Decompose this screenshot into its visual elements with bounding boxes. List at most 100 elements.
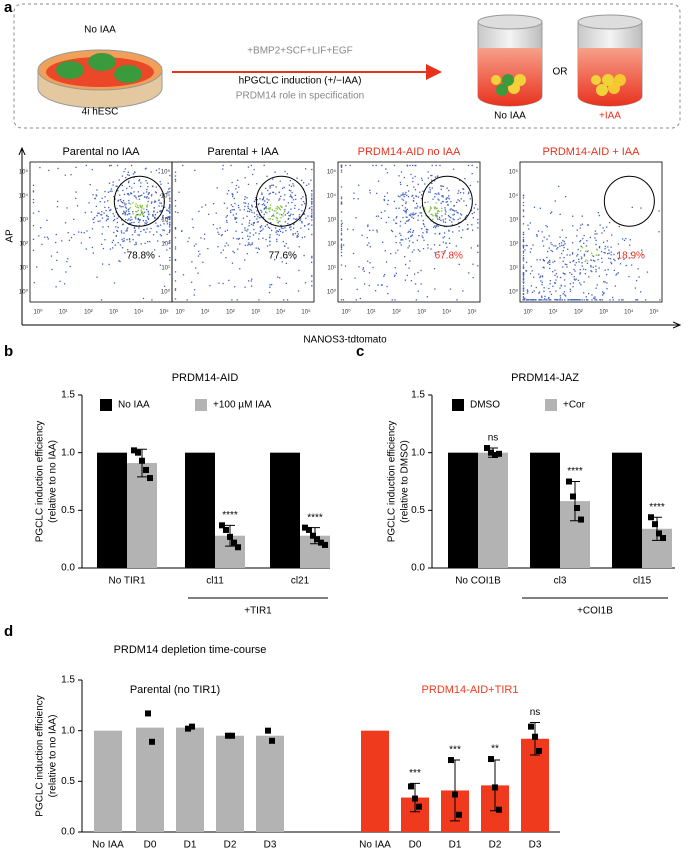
- flow-dot: [272, 184, 275, 186]
- flow-dot: [309, 207, 311, 209]
- flow-dot: [280, 206, 283, 208]
- flow-dot: [51, 268, 53, 271]
- flow-dot: [186, 299, 188, 301]
- flow-dot: [195, 243, 197, 245]
- flow-dot: [133, 227, 136, 229]
- flow-dot: [542, 266, 544, 269]
- flow-dot: [464, 216, 467, 218]
- flow-dot: [547, 262, 549, 264]
- flow-dot: [525, 270, 527, 272]
- data-point: [448, 757, 454, 764]
- flow-dot: [403, 196, 405, 198]
- flow-dot: [174, 175, 177, 177]
- flow-dot: [457, 212, 459, 214]
- flow-x-label: NANOS3-tdtomato: [303, 335, 387, 346]
- chart-title: PRDM14-AID: [172, 372, 239, 384]
- flow-dot: [598, 267, 600, 269]
- flow-dot: [286, 256, 288, 259]
- flow-dot: [437, 225, 439, 227]
- flow-dot: [400, 183, 402, 186]
- flow-dot: [449, 288, 452, 290]
- flow-dot: [304, 282, 307, 284]
- flow-dot: [92, 218, 94, 221]
- flow-dot: [73, 233, 75, 236]
- flow-dot: [272, 191, 274, 193]
- flow-dot: [400, 194, 402, 196]
- flow-dot: [174, 248, 177, 250]
- flow-dot: [124, 211, 126, 213]
- flow-dot: [251, 243, 253, 246]
- flow-dot: [522, 293, 525, 295]
- flow-dot: [612, 299, 614, 301]
- flow-dot: [36, 266, 38, 268]
- data-point: [492, 451, 498, 458]
- flow-dot: [432, 226, 435, 228]
- flow-dot: [242, 217, 245, 219]
- flow-dot: [362, 267, 365, 269]
- flow-dot: [261, 229, 263, 232]
- flow-dot: [440, 185, 442, 187]
- flow-dot: [415, 202, 418, 205]
- flow-dot: [288, 184, 291, 186]
- flow-dot: [596, 248, 598, 250]
- flow-y-tick: 10¹: [509, 266, 518, 272]
- flow-dot: [340, 255, 343, 257]
- flow-dot: [264, 225, 266, 228]
- flow-dot: [394, 274, 396, 276]
- flow-dot: [555, 279, 557, 281]
- flow-dot: [522, 299, 525, 301]
- flow-dot: [526, 244, 528, 247]
- flow-dot: [452, 209, 454, 212]
- flow-dot: [554, 200, 556, 202]
- flow-dot: [549, 261, 551, 263]
- flow-dot: [65, 271, 67, 273]
- flow-dot: [426, 296, 429, 298]
- flow-dot: [406, 216, 408, 218]
- chart-title: PRDM14 depletion time-course: [114, 644, 267, 656]
- flow-dot: [268, 227, 271, 229]
- flow-dot: [159, 194, 162, 196]
- flow-dot: [100, 214, 103, 216]
- flow-dot: [415, 195, 417, 197]
- x-tick-label: cl21: [291, 576, 310, 587]
- flow-dot: [424, 201, 426, 204]
- flow-dot: [522, 204, 525, 207]
- flow-dot: [284, 208, 286, 211]
- y-axis-label: (relative to DMSO): [400, 440, 411, 523]
- flow-dot: [393, 200, 396, 203]
- flow-dot: [564, 243, 566, 245]
- flow-dot: [522, 223, 525, 225]
- flow-dot: [447, 203, 449, 206]
- flow-dot: [530, 248, 532, 250]
- flow-dot: [232, 214, 235, 216]
- flow-dot: [156, 211, 159, 214]
- flow-dot: [122, 240, 124, 242]
- flow-dot: [247, 235, 249, 237]
- flow-dot: [311, 210, 313, 212]
- flow-dot: [147, 193, 149, 195]
- flow-dot: [260, 216, 262, 218]
- flow-dot: [243, 209, 245, 211]
- flow-dot: [442, 200, 444, 203]
- flow-dot: [124, 212, 127, 214]
- flow-dot: [477, 245, 479, 247]
- flow-dot: [436, 224, 438, 226]
- flow-dot: [449, 219, 451, 221]
- flow-dot: [546, 226, 549, 228]
- flow-dot: [522, 278, 525, 280]
- flow-dot: [261, 211, 263, 213]
- flow-dot: [408, 245, 410, 247]
- flow-dot: [135, 214, 137, 216]
- flow-dot: [294, 194, 296, 196]
- flow-dot: [420, 212, 423, 214]
- flow-dot: [419, 206, 421, 208]
- flow-dot: [410, 173, 412, 176]
- flow-dot: [161, 218, 163, 221]
- flow-dot: [278, 199, 280, 201]
- flow-dot: [584, 268, 587, 271]
- flow-dot: [592, 259, 595, 262]
- flow-dot: [304, 168, 307, 170]
- y-tick-label: 1.5: [61, 675, 75, 686]
- flow-dot: [92, 194, 94, 196]
- flow-dot: [156, 225, 158, 227]
